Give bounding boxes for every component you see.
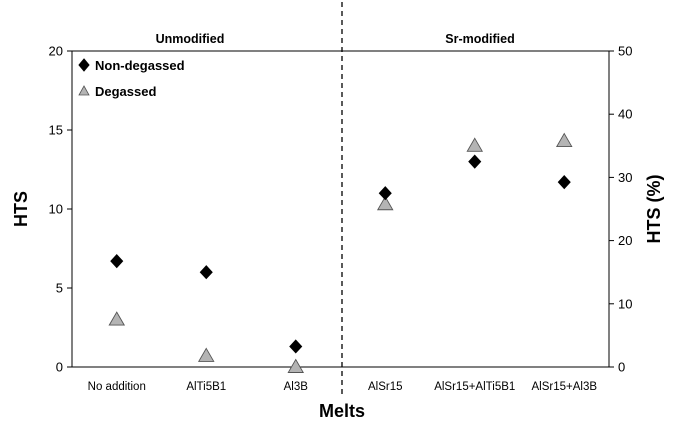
x-tick-label: AlSr15+AlTi5B1: [434, 381, 515, 393]
y-tick-label: 20: [49, 44, 63, 59]
point-non-degassed: [110, 254, 124, 269]
y-tick-label: 0: [56, 360, 63, 375]
x-axis-title: Melts: [319, 401, 365, 421]
point-degassed: [108, 311, 126, 326]
point-degassed: [555, 132, 573, 148]
y2-axis-title: HTS (%): [644, 175, 664, 244]
y2-tick-label: 30: [618, 170, 632, 185]
x-tick-label: AlSr15+Al3B: [531, 381, 597, 393]
point-non-degassed: [199, 265, 213, 280]
point-non-degassed: [378, 186, 392, 201]
region-label-unmodified: Unmodified: [156, 32, 225, 46]
point-degassed: [466, 137, 484, 152]
y2-tick-label: 0: [618, 360, 625, 375]
y-tick-label: 10: [49, 202, 63, 217]
y-axis-title: HTS: [11, 191, 31, 227]
y-tick-label: 15: [49, 123, 63, 138]
x-tick-label: AlSr15: [368, 381, 403, 393]
point-degassed: [287, 358, 305, 373]
region-label-sr-modified: Sr-modified: [445, 32, 514, 46]
point-degassed: [197, 347, 215, 362]
legend-label-non-degassed: Non-degassed: [95, 58, 185, 73]
x-tick-label: Al3B: [284, 381, 309, 393]
point-non-degassed: [468, 154, 482, 169]
y2-tick-label: 50: [618, 44, 632, 59]
y2-tick-label: 20: [618, 233, 632, 248]
point-non-degassed: [557, 175, 571, 190]
legend: Non-degassed Degassed: [78, 58, 185, 99]
legend-label-degassed: Degassed: [95, 84, 156, 99]
y-tick-label: 5: [56, 281, 63, 296]
legend-marker-non-degassed: [78, 58, 90, 72]
legend-marker-degassed: [78, 85, 90, 96]
y2-tick-label: 10: [618, 296, 632, 311]
x-tick-label: No addition: [88, 381, 146, 393]
x-tick-label: AlTi5B1: [186, 381, 226, 393]
point-degassed: [376, 195, 394, 211]
point-non-degassed: [289, 339, 303, 354]
y2-tick-label: 40: [618, 107, 632, 122]
